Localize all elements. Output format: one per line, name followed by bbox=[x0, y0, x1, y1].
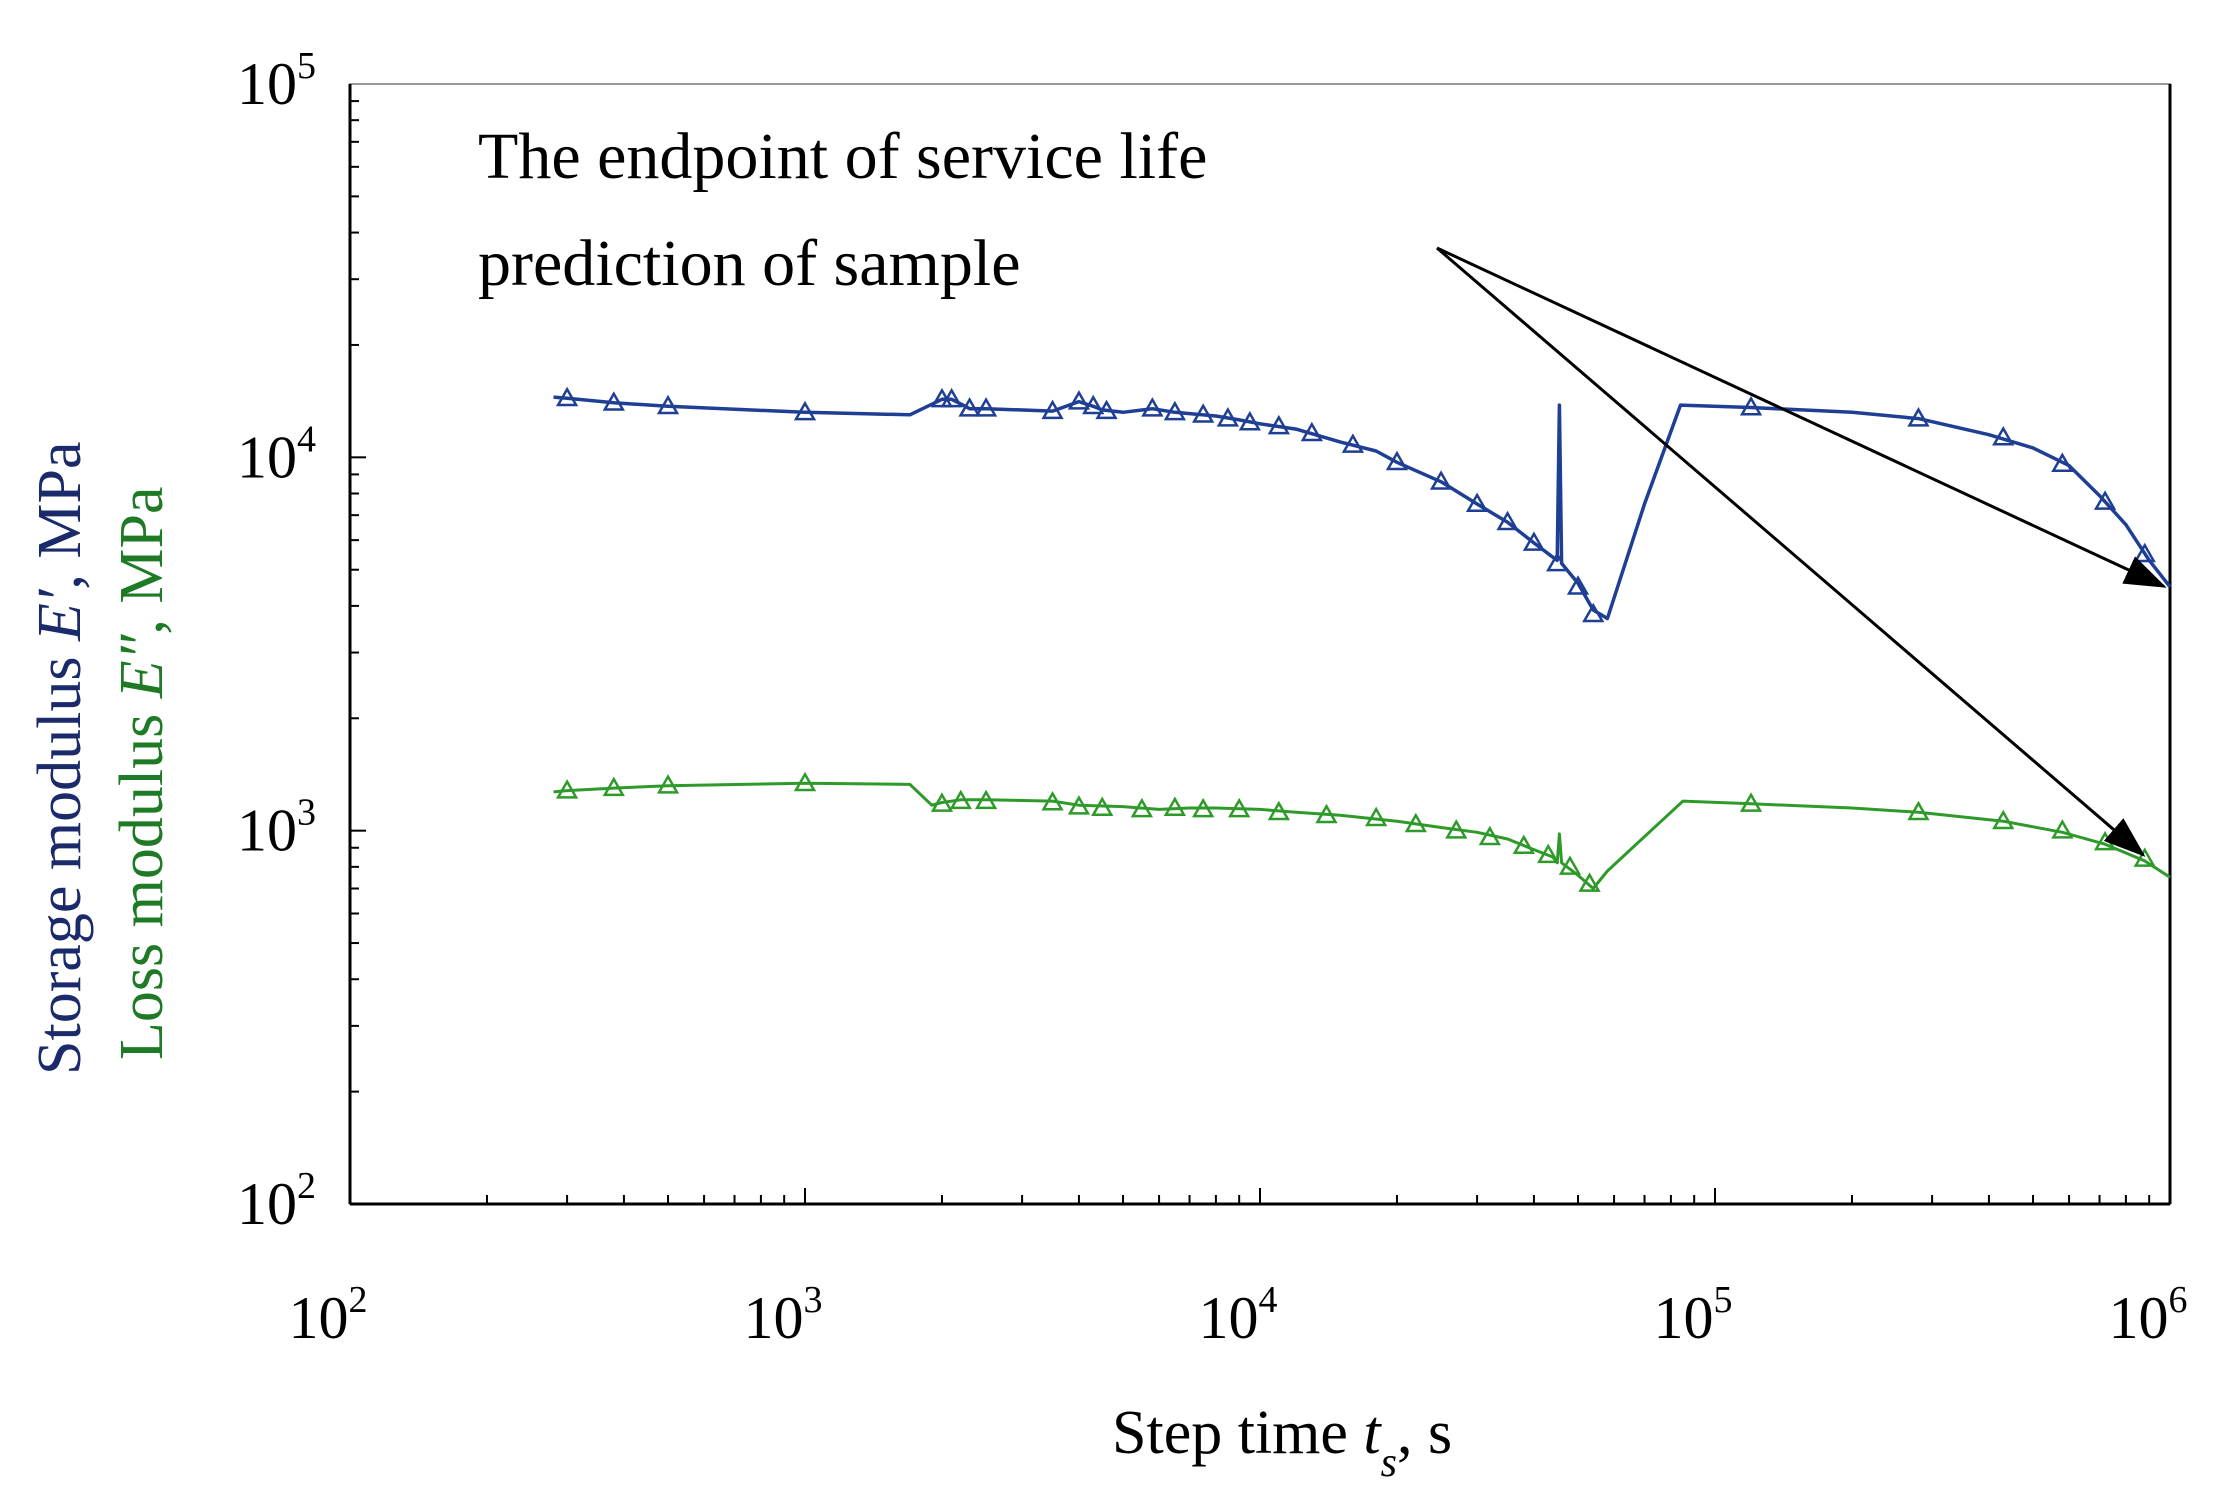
data-point bbox=[1163, 400, 1187, 421]
data-point bbox=[1300, 421, 1323, 442]
x-axis-title: Step time ts, s bbox=[1112, 1399, 1452, 1486]
series-line bbox=[553, 395, 2172, 621]
data-point bbox=[1512, 834, 1535, 854]
data-point bbox=[602, 391, 625, 411]
data-point bbox=[793, 771, 817, 792]
data-point bbox=[1465, 492, 1489, 512]
x-tick-label: 102 bbox=[289, 1279, 368, 1351]
x-tick-labels: 102 103 104 105 106 bbox=[289, 1279, 2188, 1351]
data-point bbox=[1238, 410, 1262, 431]
data-point bbox=[1091, 796, 1114, 817]
data-point bbox=[1067, 390, 1091, 410]
y-tick-label: 102 bbox=[237, 1165, 316, 1237]
data-point bbox=[1537, 843, 1560, 864]
data-point bbox=[1228, 797, 1251, 818]
y-axis-title-loss: Loss modulus E″, MPa bbox=[108, 486, 176, 1060]
data-point bbox=[1566, 575, 1590, 595]
data-point bbox=[656, 394, 680, 415]
data-point bbox=[1067, 795, 1091, 815]
data-point bbox=[555, 779, 579, 799]
annotation: The endpoint of service life prediction … bbox=[478, 120, 2167, 857]
x-tick-label: 105 bbox=[1654, 1279, 1733, 1351]
data-point bbox=[1578, 872, 1601, 892]
series-1 bbox=[553, 771, 2171, 892]
y-tick-label: 105 bbox=[237, 45, 316, 117]
data-point bbox=[1191, 403, 1215, 423]
data-point bbox=[656, 774, 680, 794]
data-point bbox=[1907, 407, 1930, 427]
data-point bbox=[2133, 847, 2156, 867]
data-point bbox=[1315, 803, 1338, 824]
data-point bbox=[2051, 819, 2074, 839]
data-point bbox=[930, 792, 954, 812]
data-point bbox=[958, 397, 981, 417]
data-point bbox=[1992, 809, 2015, 830]
data-point bbox=[1429, 470, 1453, 490]
data-point bbox=[1739, 792, 1763, 812]
y-tick-label: 104 bbox=[237, 418, 316, 490]
series-layer bbox=[553, 386, 2172, 892]
series-0 bbox=[553, 386, 2172, 623]
data-point bbox=[555, 386, 579, 407]
data-point bbox=[1558, 855, 1582, 875]
data-point bbox=[1191, 797, 1215, 818]
data-point bbox=[2051, 452, 2074, 472]
data-point bbox=[949, 789, 972, 810]
data-point bbox=[1496, 510, 1519, 531]
data-point bbox=[1907, 800, 1930, 821]
data-point bbox=[1546, 551, 1569, 572]
annotation-line-1: The endpoint of service life bbox=[478, 120, 1207, 193]
data-point bbox=[1992, 425, 2015, 446]
data-point bbox=[1041, 399, 1064, 420]
data-point bbox=[1404, 812, 1427, 833]
annotation-arrows bbox=[1436, 246, 2167, 857]
annotation-arrow bbox=[1436, 246, 2167, 588]
data-point bbox=[1095, 399, 1118, 420]
data-point bbox=[974, 789, 998, 810]
data-point bbox=[1739, 395, 1763, 416]
data-point bbox=[1478, 825, 1501, 846]
data-point bbox=[1522, 531, 1546, 551]
data-point bbox=[1385, 450, 1409, 471]
annotation-arrow bbox=[1436, 246, 2146, 857]
y-tick-label: 103 bbox=[237, 792, 316, 864]
x-tick-label: 106 bbox=[2109, 1279, 2188, 1351]
data-point bbox=[602, 776, 625, 797]
data-point bbox=[1267, 414, 1290, 435]
axis-ticks bbox=[349, 100, 2151, 1205]
data-point bbox=[1141, 397, 1164, 417]
data-point bbox=[1163, 796, 1187, 817]
data-point bbox=[1267, 800, 1290, 821]
data-point bbox=[1341, 433, 1365, 453]
series-line bbox=[553, 781, 2171, 890]
data-point bbox=[1216, 407, 1240, 427]
y-axis-title-storage: Storage modulus E′, MPa bbox=[26, 441, 94, 1075]
data-point bbox=[1082, 394, 1105, 415]
data-point bbox=[1364, 806, 1388, 827]
data-point bbox=[1582, 602, 1605, 623]
data-point bbox=[940, 387, 963, 408]
y-tick-labels: 102 103 104 105 bbox=[237, 45, 316, 1237]
data-point bbox=[1130, 797, 1154, 818]
data-point bbox=[1445, 819, 1468, 839]
annotation-line-2: prediction of sample bbox=[478, 227, 1021, 300]
x-tick-label: 103 bbox=[744, 1279, 823, 1351]
data-point bbox=[974, 397, 998, 417]
data-point bbox=[1041, 790, 1064, 811]
x-tick-label: 104 bbox=[1199, 1279, 1278, 1351]
data-point bbox=[793, 400, 817, 421]
data-point bbox=[2093, 490, 2117, 510]
